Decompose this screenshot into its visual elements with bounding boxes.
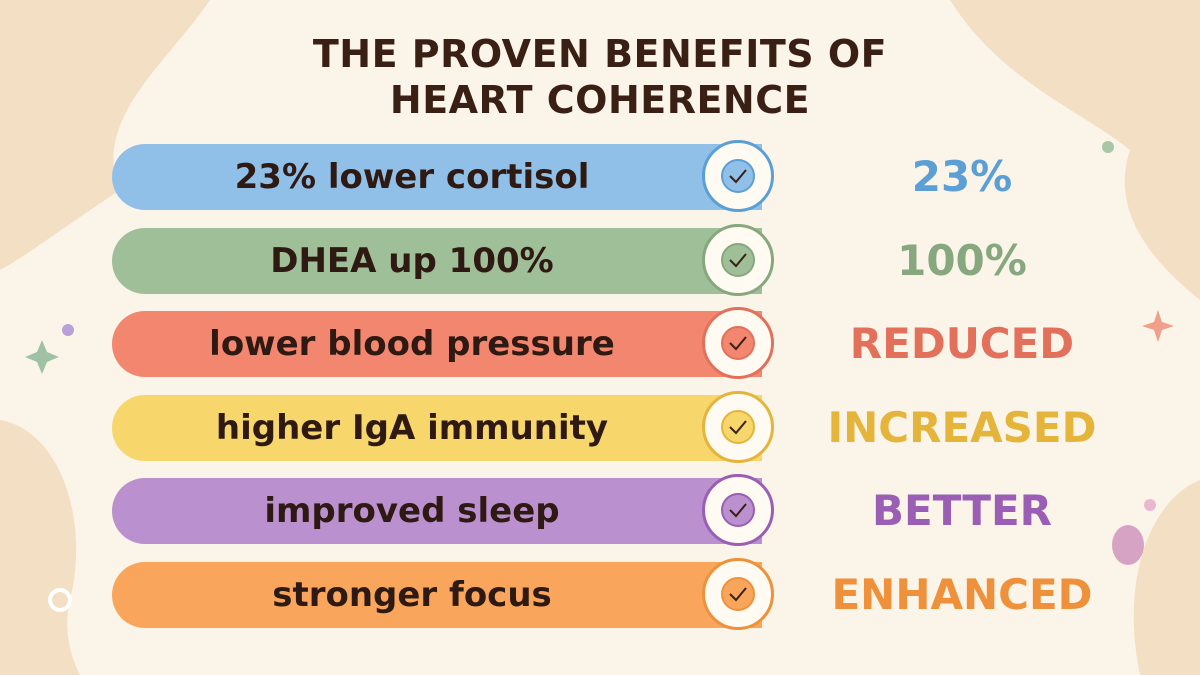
icon-glyph: [721, 243, 755, 277]
benefit-result: INCREASED: [827, 403, 1097, 452]
benefit-label: 23% lower cortisol: [234, 157, 590, 197]
benefit-bar: [112, 228, 762, 294]
benefit-row: lower blood pressure REDUCED: [112, 307, 1112, 379]
benefit-bar: [112, 144, 762, 210]
title-line: HEART COHERENCE: [389, 78, 811, 122]
icon-glyph: [721, 326, 755, 360]
benefit-result: ENHANCED: [831, 570, 1093, 619]
benefit-icon: [702, 558, 774, 630]
benefit-bar: [112, 311, 762, 377]
icon-glyph: [721, 159, 755, 193]
benefit-icon: [702, 391, 774, 463]
benefit-result: BETTER: [872, 486, 1052, 535]
benefit-result: 100%: [897, 236, 1027, 285]
benefit-row: higher IgA immunity INCREASED: [112, 391, 1112, 463]
benefit-row: improved sleep BETTER: [112, 474, 1112, 546]
benefit-label: DHEA up 100%: [270, 241, 554, 281]
benefit-row: stronger focus ENHANCED: [112, 558, 1112, 630]
benefit-bar: [112, 478, 762, 544]
benefit-bar: [112, 562, 762, 628]
icon-glyph: [721, 410, 755, 444]
benefit-label: stronger focus: [272, 575, 552, 615]
benefit-row: 23% lower cortisol 23%: [112, 140, 1112, 212]
benefit-result: REDUCED: [849, 319, 1075, 368]
benefit-label: higher IgA immunity: [215, 408, 609, 448]
benefit-icon: [702, 307, 774, 379]
benefit-icon: [702, 474, 774, 546]
title-line: THE PROVEN BENEFITS OF: [312, 32, 888, 76]
icon-glyph: [721, 577, 755, 611]
icon-glyph: [721, 493, 755, 527]
benefit-icon: [702, 140, 774, 212]
benefit-bar: [112, 395, 762, 461]
benefit-label: lower blood pressure: [209, 324, 615, 364]
benefit-row: DHEA up 100% 100%: [112, 224, 1112, 296]
benefit-result: 23%: [911, 152, 1013, 201]
benefit-label: improved sleep: [264, 491, 560, 531]
benefit-icon: [702, 224, 774, 296]
